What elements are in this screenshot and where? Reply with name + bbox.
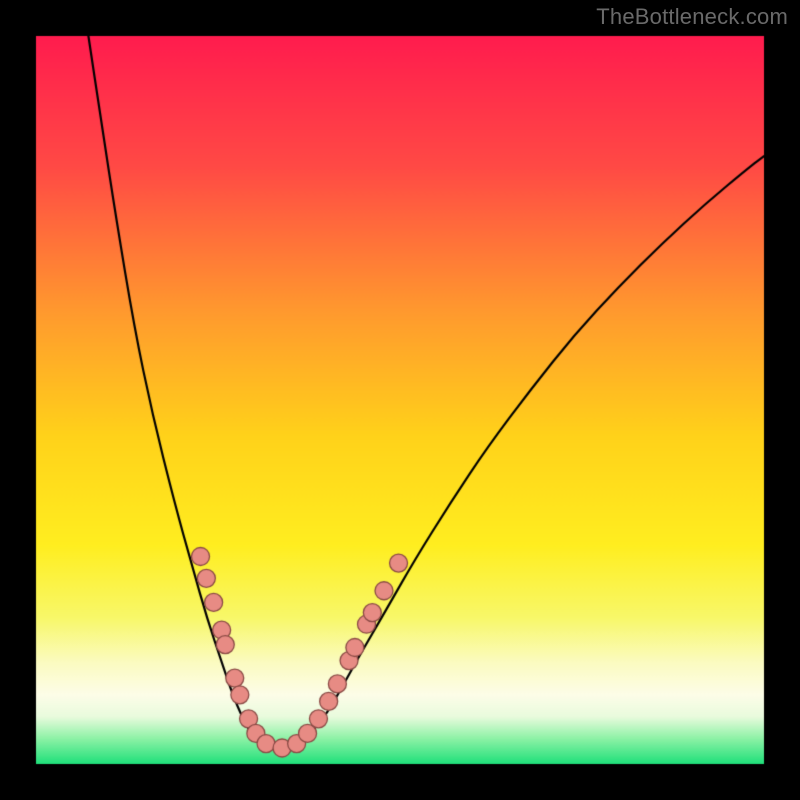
chart-canvas [0, 0, 800, 800]
chart-container: TheBottleneck.com [0, 0, 800, 800]
watermark-text: TheBottleneck.com [596, 4, 788, 30]
